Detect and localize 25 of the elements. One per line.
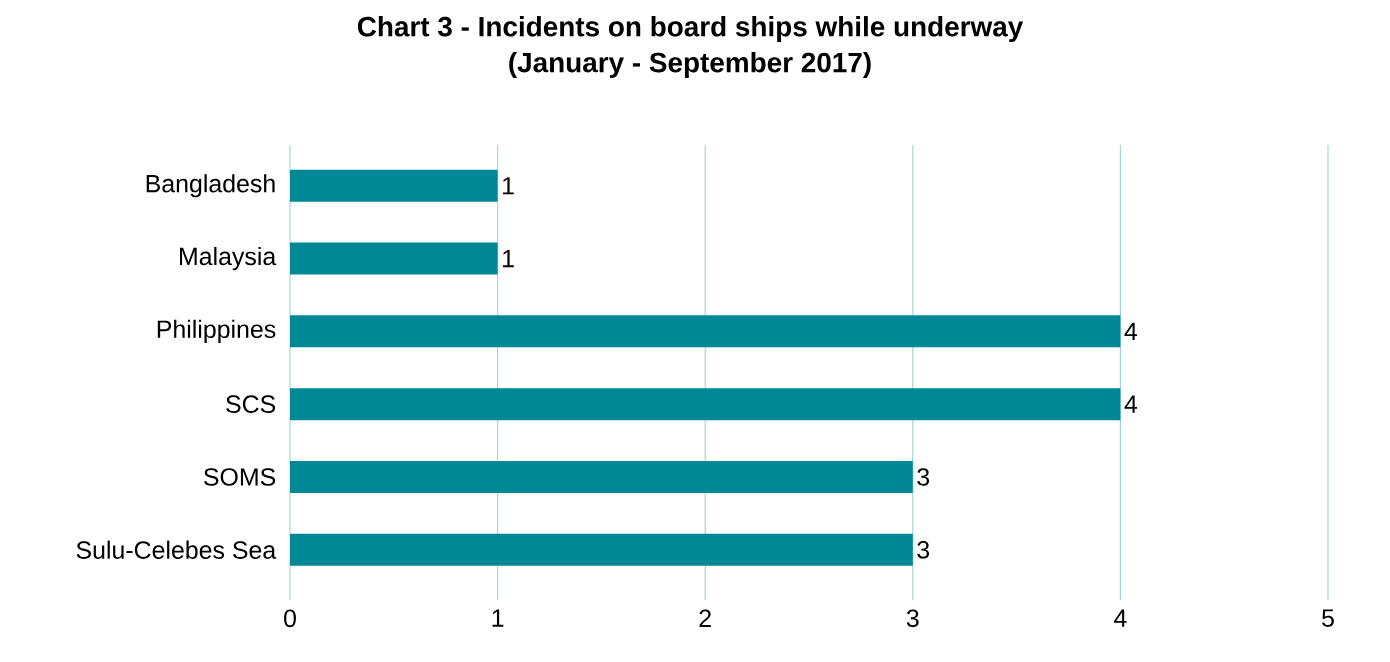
x-tick-label: 4 xyxy=(1114,609,1127,627)
y-tick-label: Philippines xyxy=(157,319,276,343)
x-tick-label: 2 xyxy=(699,609,711,627)
bar xyxy=(290,533,913,566)
data-label: 4 xyxy=(1124,395,1138,413)
x-tick-label: 0 xyxy=(284,609,296,628)
chart-title: Chart 3 - Incidents on board ships while underway (January - September 2017) xyxy=(357,16,1024,78)
bar xyxy=(290,388,1121,421)
y-tick-label: Malaysia xyxy=(180,246,277,271)
y-tick-label: SCS xyxy=(226,395,276,413)
data-label: 3 xyxy=(917,468,930,486)
x-tick-label: 3 xyxy=(906,609,919,628)
bar xyxy=(290,460,913,493)
data-label: 4 xyxy=(1124,322,1138,340)
data-label: 1 xyxy=(503,249,514,268)
bar xyxy=(290,242,498,275)
data-label: 1 xyxy=(503,177,514,195)
y-tick-label: Bangladesh xyxy=(146,174,275,198)
bar xyxy=(290,169,498,202)
x-tick-label: 5 xyxy=(1322,609,1334,627)
x-tick-label: 1 xyxy=(492,609,504,627)
data-label: 3 xyxy=(917,540,930,559)
bar xyxy=(290,315,1121,348)
y-tick-label: Sulu-Celebes Sea xyxy=(76,540,277,559)
y-tick-label: SOMS xyxy=(204,468,276,486)
